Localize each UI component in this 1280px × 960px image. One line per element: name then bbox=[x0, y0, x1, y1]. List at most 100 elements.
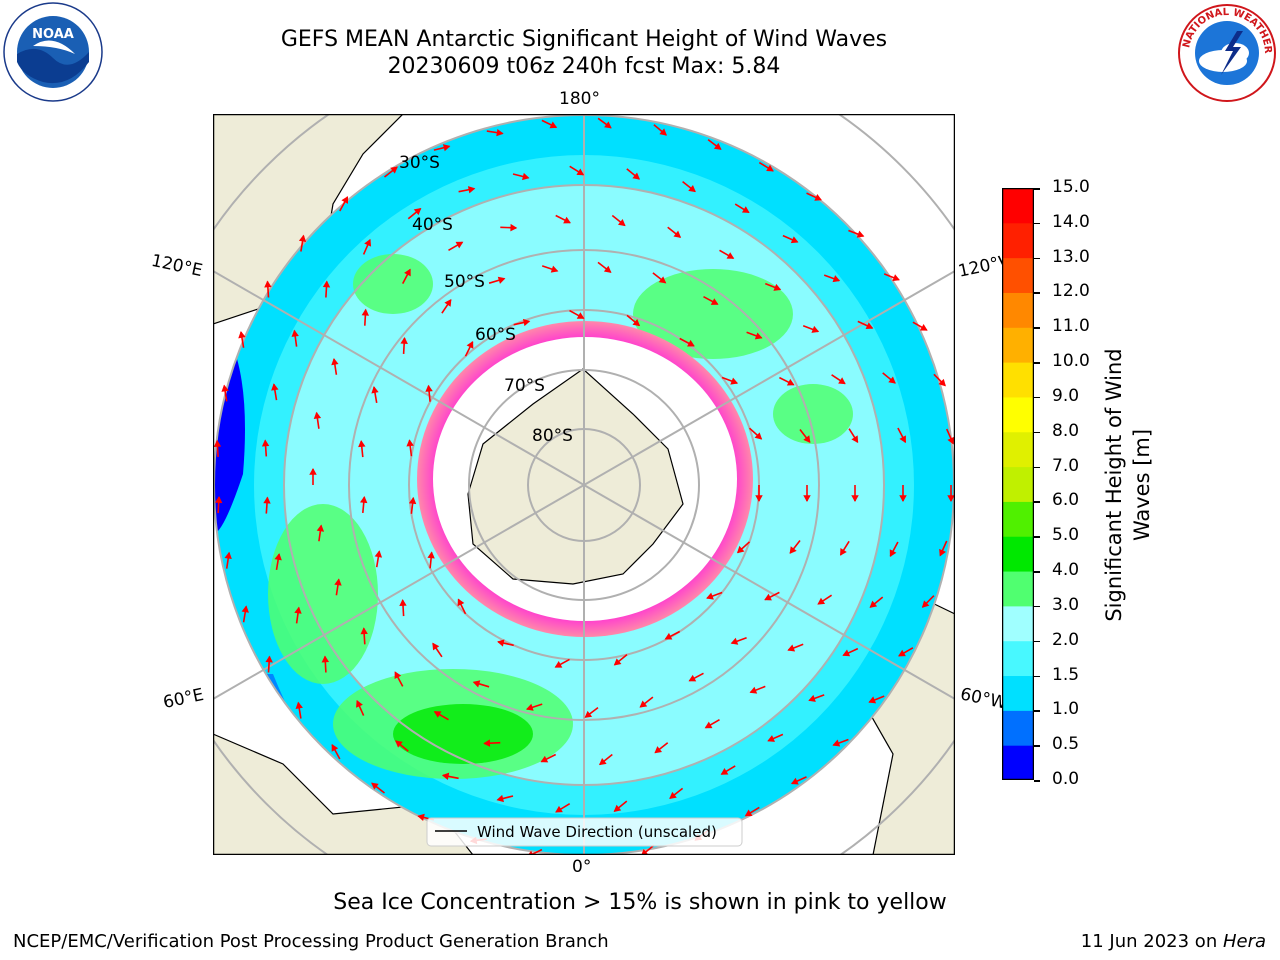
wind-wave-arrowhead bbox=[938, 378, 946, 387]
wind-wave-arrowhead bbox=[540, 755, 549, 763]
wind-wave-arrowhead bbox=[404, 268, 411, 277]
colorbar-tick-label: 3.0 bbox=[1052, 594, 1080, 615]
colorbar-segment bbox=[1002, 362, 1034, 398]
wind-wave-arrowhead bbox=[444, 299, 452, 307]
wind-wave-arrowhead bbox=[472, 680, 481, 688]
colorbar-tick-mark bbox=[1034, 327, 1040, 329]
antarctica-land bbox=[467, 368, 684, 585]
wind-wave-arrowhead bbox=[584, 710, 593, 718]
wind-wave-arrowhead bbox=[632, 319, 641, 327]
wind-wave-arrowhead bbox=[356, 699, 363, 708]
wind-wave-arrowhead bbox=[787, 644, 796, 652]
wind-wave-arrowhead bbox=[334, 578, 342, 586]
wind-wave-arrowhead bbox=[497, 639, 505, 647]
wind-wave-arrowhead bbox=[639, 700, 648, 708]
wind-wave-arrowhead bbox=[360, 627, 368, 635]
wind-wave-arrowhead bbox=[730, 637, 739, 645]
wind-wave-arrowhead bbox=[331, 357, 339, 366]
colorbar-tick-mark bbox=[1034, 780, 1040, 782]
wind-wave-arrowhead bbox=[496, 794, 504, 803]
colorbar-tick-label: 1.5 bbox=[1052, 664, 1080, 685]
wind-wave-arrowhead bbox=[295, 701, 303, 710]
wind-wave-arrowhead bbox=[395, 740, 403, 748]
wind-wave-arrowhead bbox=[632, 172, 641, 180]
colorbar-segment bbox=[1002, 257, 1034, 293]
wind-wave-arrowhead bbox=[550, 265, 559, 273]
wind-wave-arrowhead bbox=[457, 598, 465, 607]
wind-wave-arrowhead bbox=[720, 768, 729, 775]
wind-wave-arrowhead bbox=[241, 605, 249, 613]
colorbar-tick-mark bbox=[1034, 640, 1040, 643]
wind-wave-arrowhead bbox=[522, 318, 531, 327]
wind-wave-arrowhead bbox=[939, 548, 946, 557]
colorbar-segment bbox=[1002, 396, 1034, 433]
wind-wave-arrowhead bbox=[522, 172, 530, 181]
wind-wave-arrowhead bbox=[790, 236, 799, 244]
wind-wave-arrowhead bbox=[406, 439, 414, 447]
wind-wave-arrowhead bbox=[921, 600, 930, 608]
colorbar-tick-mark bbox=[1034, 431, 1040, 434]
wind-wave-arrowhead bbox=[856, 230, 865, 238]
colorbar-tick-mark bbox=[1034, 536, 1040, 538]
wind-wave-arrowhead bbox=[603, 265, 612, 273]
colorbar-tick-mark bbox=[1034, 396, 1040, 399]
wind-wave-arrowhead bbox=[413, 207, 422, 216]
wind-wave-arrowhead bbox=[442, 144, 451, 152]
wind-wave-arrowhead bbox=[789, 546, 797, 554]
wind-wave-arrowhead bbox=[704, 721, 713, 729]
wind-wave-arrowhead bbox=[238, 330, 246, 339]
wind-wave-arrowhead bbox=[467, 186, 476, 194]
wind-wave-arrowhead bbox=[754, 432, 763, 440]
wind-wave-arrowhead bbox=[441, 772, 450, 781]
wind-wave-arrowhead bbox=[433, 711, 442, 718]
wind-wave-arrowhead bbox=[832, 275, 841, 283]
colorbar-tick-label: 5.0 bbox=[1052, 525, 1080, 546]
lon-label-120e: 120°E bbox=[149, 250, 205, 282]
wind-wave-arrowhead bbox=[271, 383, 279, 391]
wind-wave-arrowhead bbox=[688, 674, 697, 682]
colorbar-tick-mark bbox=[1034, 188, 1040, 190]
wind-wave-arrowhead bbox=[754, 332, 763, 340]
colorbar-segment bbox=[1002, 605, 1034, 642]
wind-wave-arrowhead bbox=[808, 694, 816, 702]
colorbar-tick-mark bbox=[1034, 292, 1040, 294]
wind-wave-arrowhead bbox=[466, 340, 474, 349]
footer-date-text: 11 Jun 2023 on bbox=[1080, 931, 1223, 952]
wind-wave-arrowhead bbox=[842, 649, 851, 657]
wind-wave-arrowhead bbox=[510, 223, 518, 232]
wind-wave-arrowhead bbox=[371, 782, 379, 790]
colorbar-tick-mark bbox=[1034, 362, 1040, 364]
colorbar-tick-label: 2.0 bbox=[1052, 629, 1080, 650]
map-border bbox=[213, 114, 955, 855]
chart-title: GEFS MEAN Antarctic Significant Height o… bbox=[280, 27, 888, 52]
wind-wave-arrows bbox=[213, 117, 955, 855]
colorbar-tick-mark bbox=[1034, 222, 1040, 225]
wind-wave-arrowhead bbox=[673, 230, 682, 238]
footer-producer: NCEP/EMC/Verification Post Processing Pr… bbox=[13, 931, 609, 952]
wind-wave-arrowhead bbox=[265, 655, 273, 663]
wind-wave-arrowhead bbox=[744, 809, 753, 817]
wind-wave-arrowhead bbox=[358, 440, 366, 448]
footer-host: Hera bbox=[1222, 931, 1266, 952]
colorbar-tick-label: 15.0 bbox=[1052, 177, 1090, 197]
colorbar-tick-label: 13.0 bbox=[1052, 246, 1090, 267]
wind-wave-arrowhead bbox=[947, 495, 955, 503]
wind-wave-arrowhead bbox=[425, 384, 433, 392]
wind-wave-arrowhead bbox=[803, 495, 811, 503]
colorbar-tick-label: 12.0 bbox=[1052, 281, 1090, 302]
colorbar-tick-label: 0.0 bbox=[1052, 769, 1080, 789]
colorbar-segment bbox=[1002, 536, 1034, 572]
wind-wave-arrowhead bbox=[364, 238, 372, 247]
wind-wave-arrowhead bbox=[706, 592, 714, 600]
colorbar-segment bbox=[1002, 675, 1034, 711]
wind-wave-arrowhead bbox=[659, 128, 668, 136]
wave-height-field bbox=[268, 254, 853, 779]
wind-wave-arrowhead bbox=[400, 336, 408, 344]
lat-label-70s: 70°S bbox=[504, 376, 545, 396]
lat-label-30s: 30°S bbox=[399, 153, 440, 173]
lat-label-40s: 40°S bbox=[412, 215, 453, 235]
wind-wave-arrowhead bbox=[832, 739, 841, 747]
wind-wave-arrowhead bbox=[814, 194, 822, 201]
wind-wave-arrowhead bbox=[554, 661, 563, 668]
wind-wave-arrowhead bbox=[764, 593, 772, 601]
